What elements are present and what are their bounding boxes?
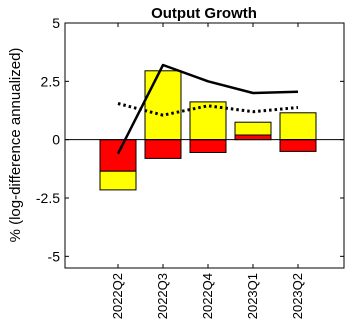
line-series	[116, 63, 299, 155]
y-tick-label: -2.5	[36, 190, 60, 206]
bar-segment	[99, 139, 137, 172]
y-axis-ticks: 5 2.5 0 -2.5 -5	[36, 15, 344, 264]
y-tick-label: 0	[52, 132, 60, 148]
bar-segment	[144, 139, 182, 159]
x-tick-label: 2022Q2	[110, 273, 125, 319]
bar-segment	[279, 139, 317, 152]
y-tick-label: 5	[52, 15, 60, 31]
x-tick-label: 2023Q2	[290, 273, 305, 319]
bar-segment	[234, 134, 272, 141]
x-tick-label: 2022Q3	[155, 273, 170, 319]
bar-segment	[189, 139, 227, 153]
y-tick-label: -5	[48, 248, 61, 264]
y-tick-label: 2.5	[41, 73, 61, 89]
solid-series-line	[116, 63, 299, 155]
plot-frame	[64, 22, 345, 269]
x-tick-label: 2023Q1	[245, 273, 260, 319]
x-tick-label: 2022Q4	[200, 273, 215, 319]
bar-segment	[99, 170, 137, 191]
bar-segment	[144, 70, 182, 141]
bar-segment	[279, 112, 317, 141]
chart-title: Output Growth	[151, 5, 257, 22]
x-axis-ticks: 2022Q2 2022Q3 2022Q4 2023Q1 2023Q2	[110, 23, 305, 319]
bar-segment	[234, 121, 272, 136]
y-axis-label: % (log-difference annualized)	[7, 48, 24, 243]
